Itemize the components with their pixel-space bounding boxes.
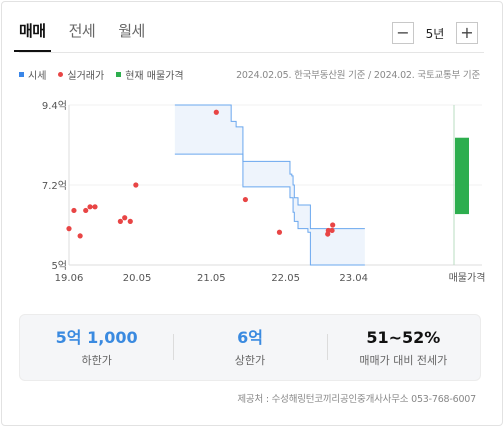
summary-value: 5억 1,000 xyxy=(55,327,138,347)
current-listing-range-bar xyxy=(455,137,469,215)
summary-label: 상한가 xyxy=(234,353,266,367)
actual-deal-point xyxy=(122,215,128,221)
x-tick-label: 21.05 xyxy=(197,273,226,284)
tab-divider xyxy=(19,52,484,53)
x-tick-label: 22.05 xyxy=(271,273,300,284)
x-tick-label-listing: 매물가격 xyxy=(449,271,486,284)
actual-deal-point xyxy=(117,218,123,224)
actual-deal-point xyxy=(329,227,335,234)
y-tick-label: 9.4억 xyxy=(42,100,67,112)
period-increase-button[interactable]: + xyxy=(456,22,478,44)
tab-jeonse[interactable]: 전세 xyxy=(68,22,96,40)
tab-sale[interactable]: 매매 xyxy=(14,10,51,52)
y-tick-label: 5억 xyxy=(51,260,67,272)
legend-item-current-listing: 현재 매물가격 xyxy=(116,67,184,82)
deal-type-tabs: 매매 전세 월세 xyxy=(14,10,168,52)
price-summary: 5억 1,000 하한가 6억 상한가 51~52% 매매가 대비 전세가 xyxy=(19,314,481,381)
actual-deal-point xyxy=(213,109,219,115)
period-stepper: − 5년 + xyxy=(392,22,478,44)
summary-value: 6억 xyxy=(237,327,263,347)
data-source-note: 2024.02.05. 한국부동산원 기준 / 2024.02. 국토교통부 기… xyxy=(236,70,480,81)
x-tick-label: 19.06 xyxy=(55,273,84,284)
provider-credit: 제공처 : 수성해링턴코끼리공인중개사사무소 053-768-6007 xyxy=(237,394,476,405)
market-price-upper-line xyxy=(174,104,365,230)
legend-label: 현재 매물가격 xyxy=(125,70,184,82)
summary-lower-price: 5억 1,000 하한가 xyxy=(20,328,173,368)
summary-upper-price: 6억 상한가 xyxy=(173,328,326,368)
legend-item-market-price: 시세 xyxy=(19,67,46,82)
actual-deal-point xyxy=(133,182,139,188)
summary-label: 매매가 대비 전세가 xyxy=(359,353,448,367)
actual-deal-point xyxy=(330,222,336,228)
actual-deal-point xyxy=(92,204,98,210)
actual-deal-point xyxy=(71,207,77,214)
summary-value: 51~52% xyxy=(366,327,441,347)
legend-swatch-square-icon xyxy=(19,71,24,77)
actual-deal-point xyxy=(83,207,89,214)
period-decrease-button[interactable]: − xyxy=(392,22,414,44)
summary-label: 하한가 xyxy=(81,353,112,367)
actual-deal-point xyxy=(87,204,93,210)
y-tick-label: 7.2억 xyxy=(42,180,67,192)
legend-item-actual-deal: 실거래가 xyxy=(58,67,104,82)
x-tick-label: 23.04 xyxy=(339,273,368,284)
actual-deal-point xyxy=(77,233,83,239)
legend-swatch-dot-icon xyxy=(58,71,64,77)
legend-label: 실거래가 xyxy=(67,70,105,82)
actual-deal-point xyxy=(325,227,331,234)
summary-jeonse-ratio: 51~52% 매매가 대비 전세가 xyxy=(326,327,480,368)
legend-label: 시세 xyxy=(28,70,47,82)
x-tick-label: 20.05 xyxy=(123,273,152,284)
period-value: 5년 xyxy=(425,26,445,41)
actual-deal-point xyxy=(127,218,133,224)
tab-monthly-rent[interactable]: 월세 xyxy=(118,22,145,40)
legend-swatch-square-icon xyxy=(116,71,122,77)
market-price-lower-line xyxy=(174,153,365,266)
chart-legend: 시세 실거래가 현재 매물가격 2024.02.05. 한국부동산원 기준 / … xyxy=(19,67,480,82)
actual-deal-point xyxy=(276,229,283,235)
actual-deal-point xyxy=(66,226,72,232)
market-price-band xyxy=(174,105,365,265)
actual-deal-point xyxy=(242,196,249,203)
